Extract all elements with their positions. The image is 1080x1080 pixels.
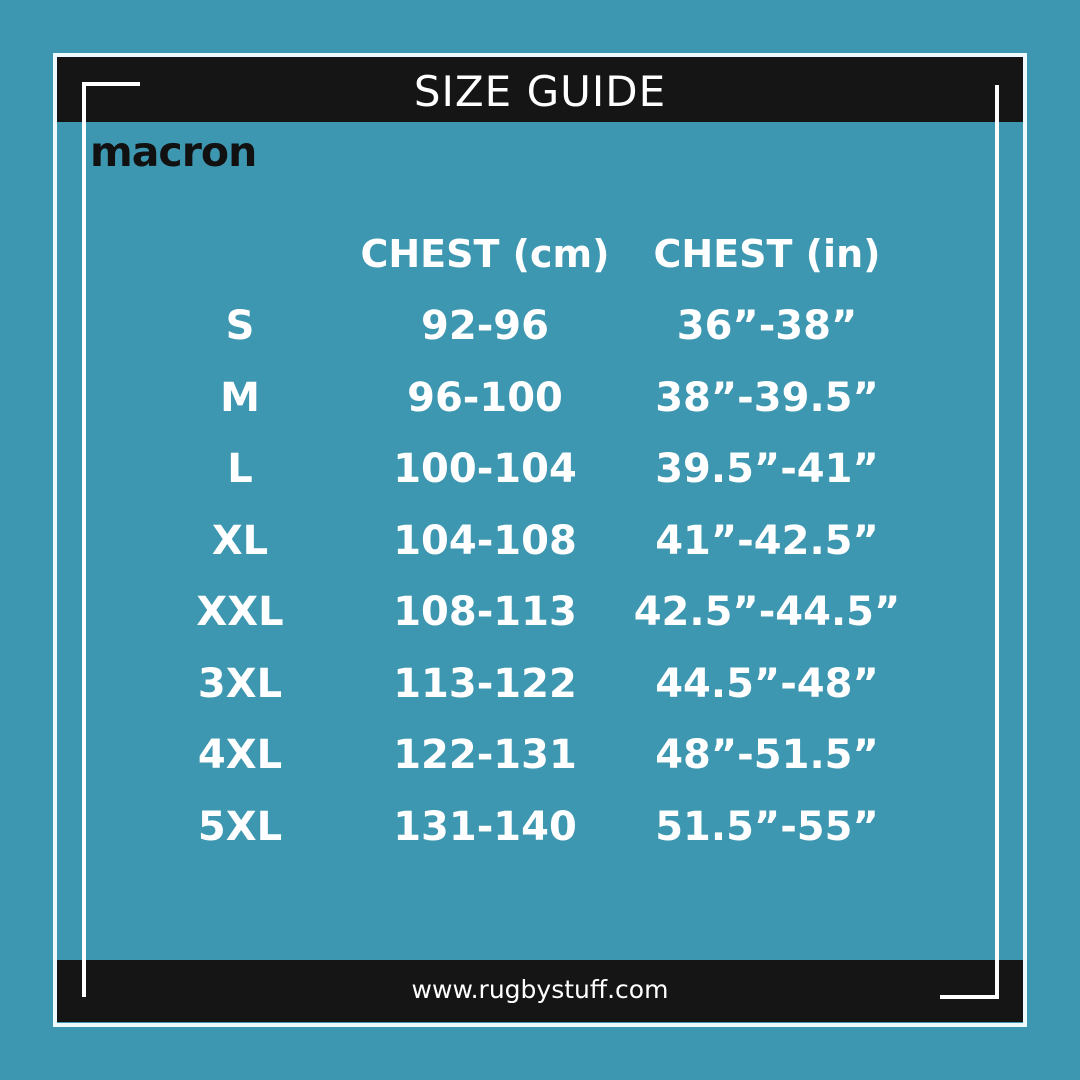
corner-bracket-bottom-right-h <box>940 995 999 999</box>
size-value: 104-108 <box>393 517 577 564</box>
corner-bracket-top-left-v <box>82 82 86 997</box>
size-value: 48”-51.5” <box>655 732 879 778</box>
size-label: M <box>220 374 260 421</box>
outer-frame <box>53 53 1027 1027</box>
size-value: 96-100 <box>407 374 563 421</box>
size-value: 44.5”-48” <box>655 660 879 707</box>
corner-bracket-top-left-h <box>82 82 140 86</box>
size-label: L <box>227 446 253 492</box>
size-value: 39.5”-41” <box>655 446 879 492</box>
size-value: 108-113 <box>393 589 577 635</box>
header-bar <box>57 57 1023 122</box>
size-value: 92-96 <box>421 303 549 349</box>
size-label: XL <box>211 517 269 564</box>
size-label: S <box>225 303 255 349</box>
size-value: 100-104 <box>393 446 577 492</box>
size-label: 5XL <box>197 803 283 850</box>
size-value: 131-140 <box>393 803 577 850</box>
size-label: XXL <box>196 589 284 635</box>
macron-logo: macron <box>90 128 257 176</box>
size-value: 38”-39.5” <box>655 374 879 421</box>
size-value: 36”-38” <box>676 303 858 349</box>
size-value: 122-131 <box>393 732 577 778</box>
page-title: SIZE GUIDE <box>413 67 667 116</box>
size-label: 4XL <box>197 732 283 778</box>
size-value: 41”-42.5” <box>655 517 879 564</box>
size-value: 51.5”-55” <box>655 803 879 850</box>
size-label: 3XL <box>197 660 283 707</box>
size-value: 113-122 <box>393 660 577 707</box>
column-header: CHEST (in) <box>653 232 881 276</box>
corner-bracket-bottom-right-v <box>995 85 999 999</box>
website-link[interactable]: www.rugbystuff.com <box>411 975 669 1004</box>
size-value: 42.5”-44.5” <box>633 589 901 635</box>
column-header: CHEST (cm) <box>360 232 610 276</box>
footer-bar <box>57 960 1023 1022</box>
